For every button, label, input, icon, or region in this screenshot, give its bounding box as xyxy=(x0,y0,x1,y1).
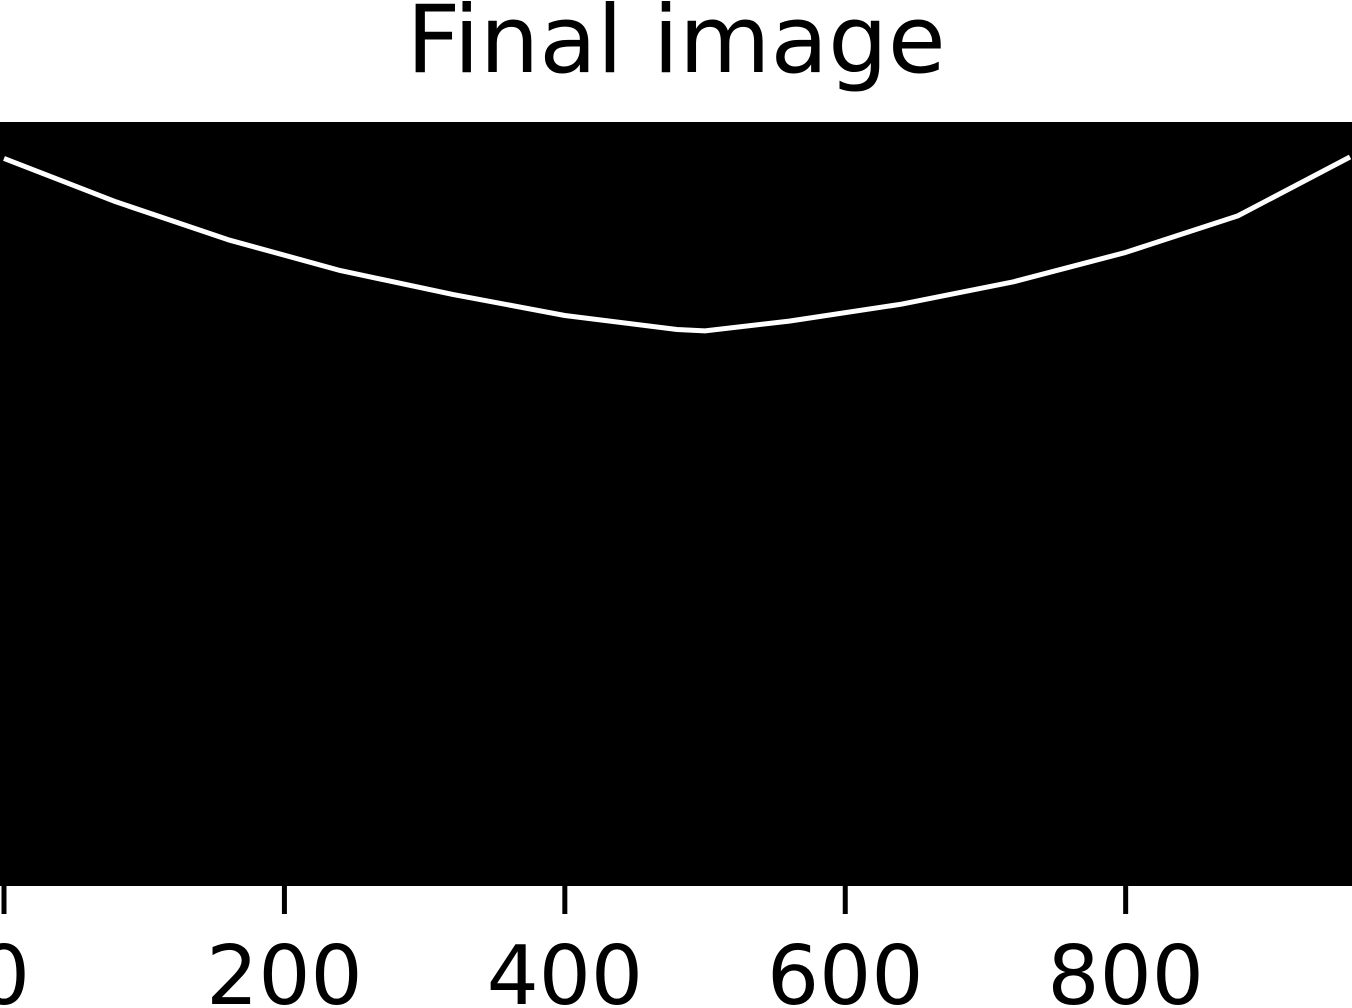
x-axis: 0 200 400 600 800 xyxy=(0,886,1204,1008)
curve-layer xyxy=(3,154,1352,334)
curve-line-0 xyxy=(3,154,1352,334)
image-area xyxy=(0,122,1352,886)
x-tick-label: 400 xyxy=(487,929,644,1008)
x-tick-label: 600 xyxy=(767,929,924,1008)
x-tick-label: 800 xyxy=(1047,929,1204,1008)
x-tick-label: 0 xyxy=(0,929,30,1008)
chart-title: Final image xyxy=(406,0,945,95)
x-tick-label: 200 xyxy=(206,929,363,1008)
